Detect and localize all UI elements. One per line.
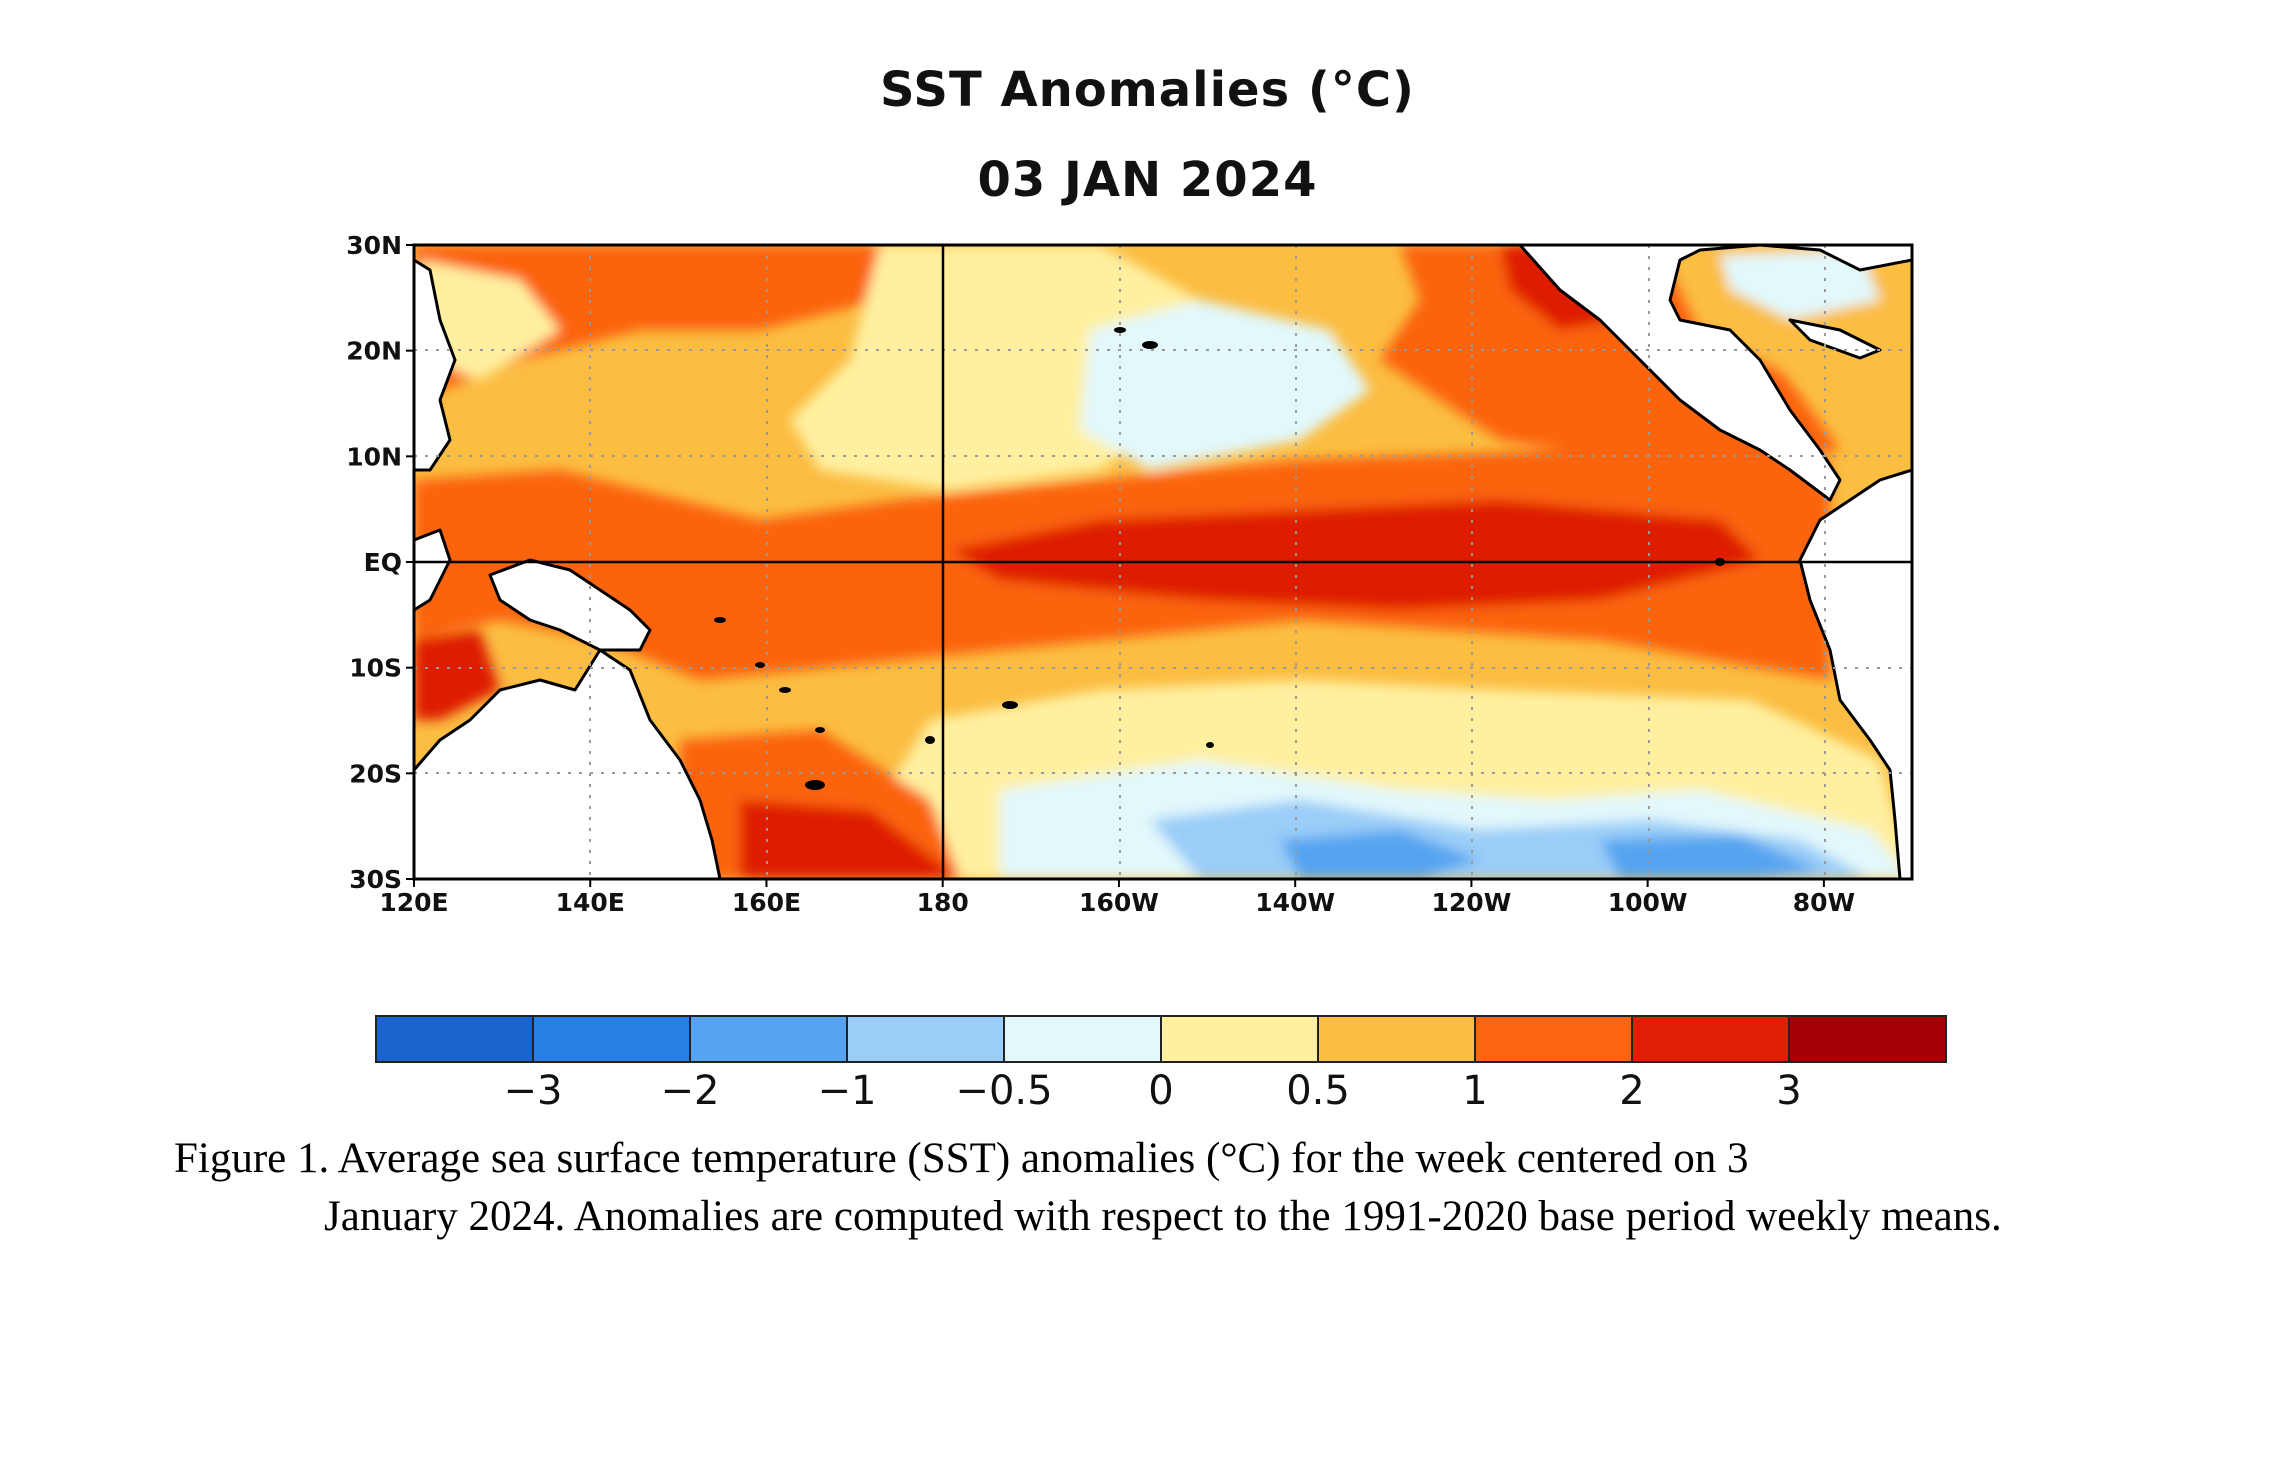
- colorbar-label: −2: [661, 1068, 720, 1114]
- land-philippines: [414, 258, 457, 472]
- island: [714, 617, 726, 623]
- colorbar-label: −0.5: [955, 1068, 1052, 1114]
- colorbar-swatch: [1160, 1015, 1319, 1063]
- colorbar-label: 0: [1148, 1068, 1173, 1114]
- lon-label: 140E: [556, 888, 625, 917]
- islands: [714, 327, 1725, 790]
- island: [779, 687, 791, 693]
- colorbar-swatch: [375, 1015, 534, 1063]
- zone-north-warm: [414, 245, 930, 400]
- lat-label: 10N: [346, 442, 402, 471]
- figure-caption: Figure 1. Average sea surface temperatur…: [174, 1130, 2074, 1246]
- island: [1114, 327, 1126, 333]
- colorbar-label: 2: [1619, 1068, 1644, 1114]
- lat-label: 30N: [346, 231, 402, 260]
- zone-equatorial-red: [950, 500, 1760, 610]
- zone-south-mid-blue: [1280, 830, 1480, 879]
- colorbar-label: 0.5: [1286, 1068, 1350, 1114]
- lon-label: 120E: [379, 888, 448, 917]
- colorbar-swatch: [532, 1015, 691, 1063]
- colorbar-swatch: [1631, 1015, 1790, 1063]
- lon-label: 180: [917, 888, 969, 917]
- lat-label: 20S: [349, 759, 402, 788]
- colorbar-swatch: [1003, 1015, 1162, 1063]
- lon-label: 120W: [1432, 888, 1512, 917]
- zone-coral-sea-red: [414, 630, 500, 720]
- island: [805, 780, 825, 790]
- colorbar-label: −3: [504, 1068, 563, 1114]
- colorbar-label: 3: [1776, 1068, 1801, 1114]
- land-south-america: [1798, 468, 1912, 879]
- lon-label: 80W: [1793, 888, 1855, 917]
- zone-southeast-blue: [1600, 835, 1820, 879]
- lon-label: 140W: [1255, 888, 1335, 917]
- chart-date: 03 JAN 2024: [977, 152, 1318, 208]
- land: [414, 245, 1912, 879]
- lon-label: 160W: [1079, 888, 1159, 917]
- land-cuba: [1788, 318, 1882, 360]
- island: [755, 662, 765, 668]
- lat-label: EQ: [364, 548, 402, 577]
- island: [815, 727, 825, 733]
- chart-title: SST Anomalies (°C): [880, 62, 1415, 118]
- colorbar-swatch: [1317, 1015, 1476, 1063]
- lon-label: 160E: [732, 888, 801, 917]
- colorbar-swatch: [846, 1015, 1005, 1063]
- lon-labels: 120E 140E 160E 180 160W 140W 120W 100W 80W: [379, 888, 1855, 917]
- caption-continuation: January 2024. Anomalies are computed wit…: [324, 1193, 2002, 1240]
- lat-label: 30S: [349, 865, 402, 894]
- colorbar-label: 1: [1462, 1068, 1487, 1114]
- axis-ticks: [406, 244, 1825, 887]
- lat-label: 10S: [349, 654, 402, 683]
- land-australia: [414, 648, 722, 879]
- colorbar-swatch: [1474, 1015, 1633, 1063]
- lat-labels: 30N 20N 10N EQ 10S 20S 30S: [346, 231, 402, 894]
- island: [1206, 742, 1214, 748]
- island: [925, 736, 935, 744]
- land-borneo-edge: [414, 528, 452, 612]
- colorbar-swatch: [689, 1015, 848, 1063]
- land-new-guinea: [488, 558, 652, 652]
- colorbar: [375, 1015, 1947, 1063]
- island: [1002, 701, 1018, 709]
- colorbar-labels: −3 −2 −1 −0.5 0 0.5 1 2 3: [504, 1068, 1802, 1114]
- grid: [414, 245, 1912, 879]
- land-north-america: [1518, 245, 1912, 502]
- zone-southwest-red: [740, 800, 960, 879]
- zone-caribbean-cool: [1720, 250, 1880, 320]
- caption-line-1: Figure 1. Average sea surface temperatur…: [174, 1135, 1749, 1182]
- island: [1142, 341, 1158, 349]
- colorbar-label: −1: [818, 1068, 877, 1114]
- lon-label: 100W: [1608, 888, 1688, 917]
- anomaly-field: [414, 245, 1912, 879]
- colorbar-swatch: [1788, 1015, 1947, 1063]
- lat-label: 20N: [346, 337, 402, 366]
